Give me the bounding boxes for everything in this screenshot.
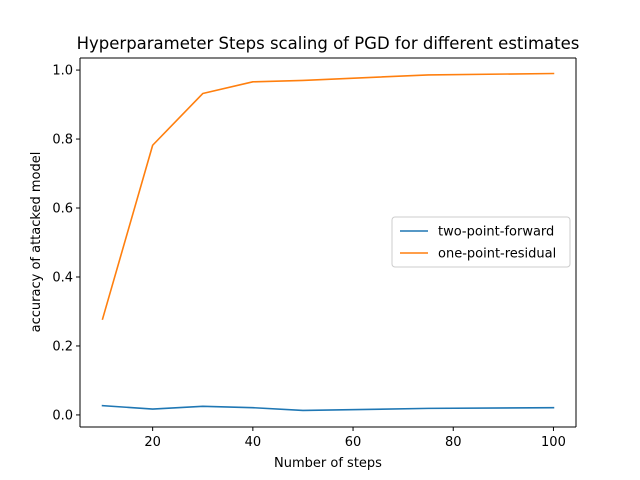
- legend-label-two-point-forward: two-point-forward: [438, 225, 554, 240]
- series-line-two-point-forward: [101, 404, 555, 412]
- chart-title: Hyperparameter Steps scaling of PGD for …: [77, 34, 580, 53]
- x-axis-label: Number of steps: [274, 456, 382, 471]
- x-tick-label: 80: [445, 435, 462, 450]
- x-tick-label: 20: [144, 435, 161, 450]
- y-axis-ticks: 0.0 0.2 0.4 0.6 0.8 1.0: [52, 64, 80, 423]
- x-tick-label: 100: [541, 435, 566, 450]
- y-tick-label: 0.2: [52, 339, 73, 354]
- legend-frame: [391, 216, 571, 268]
- x-axis-ticks: 20 40 60 80 100: [144, 427, 566, 450]
- series-layer: [101, 72, 555, 412]
- y-tick-label: 1.0: [52, 64, 73, 79]
- x-tick-label: 60: [345, 435, 362, 450]
- y-tick-label: 0.8: [52, 133, 73, 148]
- axes-frame: [79, 57, 577, 428]
- y-axis-label: accuracy of attacked model: [29, 152, 44, 333]
- series-line-one-point-residual: [101, 72, 555, 321]
- y-tick-label: 0.0: [52, 408, 73, 423]
- legend: two-point-forward one-point-residual: [391, 216, 571, 268]
- y-tick-label: 0.6: [52, 202, 73, 217]
- legend-label-one-point-residual: one-point-residual: [438, 247, 556, 262]
- y-tick-label: 0.4: [52, 270, 73, 285]
- x-tick-label: 40: [245, 435, 262, 450]
